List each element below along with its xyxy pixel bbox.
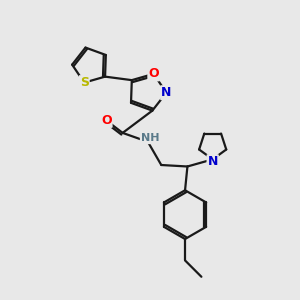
Text: N: N: [208, 155, 218, 168]
Text: O: O: [148, 68, 159, 80]
Text: NH: NH: [141, 133, 159, 143]
Text: N: N: [161, 86, 172, 99]
Text: S: S: [80, 76, 89, 89]
Text: O: O: [101, 114, 112, 127]
